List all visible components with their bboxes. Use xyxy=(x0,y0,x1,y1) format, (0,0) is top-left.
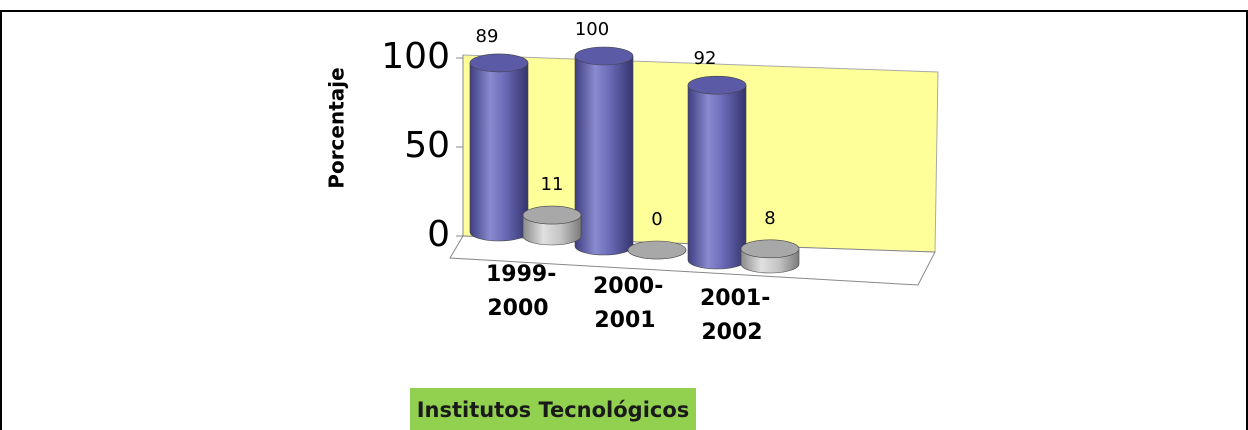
value-label: 92 xyxy=(694,48,717,69)
x-tick-label: 2001-2002 xyxy=(700,286,771,345)
value-label: 8 xyxy=(764,208,775,229)
bar xyxy=(574,55,634,256)
value-label: 11 xyxy=(541,174,564,195)
bar-top xyxy=(522,205,582,225)
y-tick-label: 0 xyxy=(427,214,450,255)
bar-top xyxy=(469,53,529,73)
frame xyxy=(0,10,1248,430)
bar-top xyxy=(687,75,747,95)
bar-top xyxy=(627,240,687,260)
bar-top xyxy=(740,239,800,259)
y-tick-label: 100 xyxy=(381,36,450,77)
value-label: 0 xyxy=(651,209,662,230)
y-axis-label: Porcentaje xyxy=(325,67,349,188)
bar xyxy=(687,84,747,270)
x-tick-label: 1999-2000 xyxy=(486,262,557,321)
chart-title: Institutos Tecnológicos Estatales xyxy=(410,388,696,430)
bar xyxy=(469,62,529,242)
x-tick-label: 2000-2001 xyxy=(593,274,664,333)
y-tick-label: 50 xyxy=(404,125,450,166)
bar-top xyxy=(574,46,634,66)
value-label: 89 xyxy=(476,26,499,47)
value-label: 100 xyxy=(575,19,609,40)
